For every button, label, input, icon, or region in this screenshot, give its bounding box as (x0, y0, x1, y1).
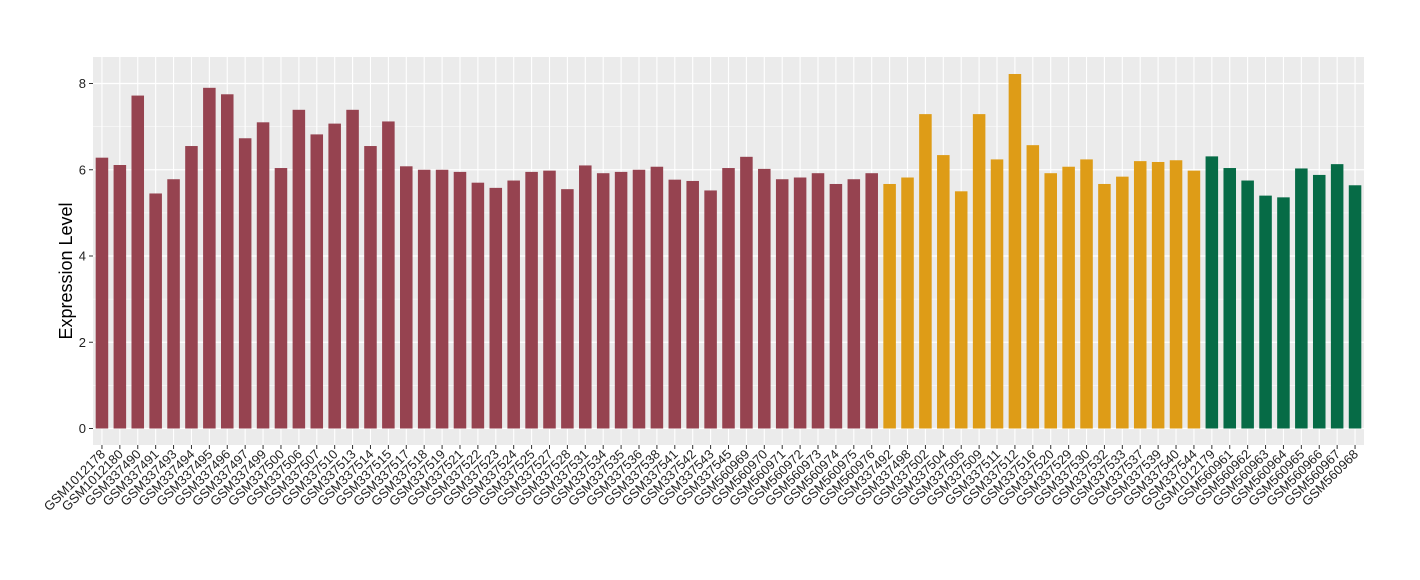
bar-GSM337542 (686, 180, 699, 429)
bar-GSM337528 (561, 189, 574, 429)
y-tick-label: 4 (79, 249, 86, 264)
bar-GSM560969 (740, 156, 753, 429)
bar-GSM337534 (596, 173, 610, 429)
bar-GSM337533 (1116, 176, 1129, 429)
bar-GSM337535 (614, 171, 628, 429)
y-axis: 0 2 4 6 8 (79, 76, 93, 436)
bar-GSM560961 (1223, 168, 1237, 429)
bar-GSM337511 (990, 159, 1004, 429)
bar-GSM560974 (829, 183, 843, 429)
bar-GSM337507 (310, 134, 324, 429)
bar-GSM560965 (1295, 168, 1308, 429)
y-tick-label: 8 (79, 76, 86, 91)
bar-GSM337491 (149, 193, 162, 429)
bar-GSM337538 (650, 166, 664, 429)
bar-GSM337499 (256, 122, 270, 429)
bar-GSM337521 (453, 171, 467, 429)
bar-GSM337531 (579, 165, 592, 429)
bar-GSM560966 (1312, 174, 1326, 429)
y-axis-title: Expression Level (56, 202, 76, 339)
bar-GSM1012180 (113, 165, 127, 429)
bar-GSM1012178 (95, 157, 109, 429)
bar-GSM560964 (1277, 197, 1290, 429)
bar-GSM337500 (274, 168, 288, 429)
bar-GSM337532 (1098, 183, 1111, 429)
bar-GSM560971 (775, 179, 789, 429)
bar-GSM1012179 (1205, 156, 1219, 429)
bar-GSM337537 (1133, 161, 1147, 429)
bar-GSM337540 (1169, 160, 1183, 429)
bar-GSM337502 (919, 114, 932, 429)
bar-GSM560963 (1259, 195, 1272, 429)
bar-GSM337515 (382, 121, 395, 429)
bar-GSM337513 (346, 109, 359, 429)
bar-GSM337498 (901, 177, 914, 429)
bar-GSM337527 (543, 170, 556, 429)
bar-GSM560962 (1241, 180, 1254, 429)
bar-GSM337520 (1044, 173, 1057, 429)
bar-GSM560975 (847, 179, 861, 429)
bar-GSM337517 (400, 166, 413, 429)
bar-GSM560967 (1330, 164, 1344, 429)
bar-GSM337522 (471, 182, 485, 429)
bar-GSM337524 (507, 180, 520, 429)
bar-GSM337536 (632, 169, 646, 429)
bar-GSM337506 (292, 109, 306, 429)
bar-GSM337525 (525, 171, 538, 429)
bar-GSM337530 (1080, 159, 1093, 429)
bar-GSM337510 (328, 123, 341, 429)
bar-GSM560970 (758, 168, 771, 429)
bars (95, 74, 1362, 429)
bar-GSM337518 (417, 169, 431, 429)
y-tick-label: 2 (79, 335, 86, 350)
bar-GSM337509 (972, 114, 986, 429)
bar-GSM337494 (185, 146, 198, 429)
y-tick-label: 0 (79, 421, 86, 436)
x-axis: GSM1012178GSM1012180GSM337490GSM337491GS… (41, 445, 1361, 514)
bar-GSM337497 (238, 138, 252, 429)
bar-GSM337504 (937, 155, 950, 429)
bar-GSM337493 (167, 179, 180, 429)
bar-GSM337523 (489, 187, 503, 429)
bar-GSM337519 (435, 169, 449, 429)
bar-GSM560973 (811, 173, 825, 429)
bar-GSM337505 (954, 191, 968, 429)
bar-GSM337495 (203, 87, 216, 429)
bar-GSM337544 (1187, 170, 1201, 429)
bar-GSM560972 (793, 177, 807, 429)
bar-GSM337529 (1062, 166, 1075, 429)
bar-GSM337541 (668, 179, 682, 429)
bar-GSM560968 (1348, 185, 1362, 429)
bar-GSM337496 (220, 94, 234, 429)
bar-GSM337545 (722, 168, 735, 429)
bar-GSM337492 (883, 183, 896, 429)
bar-GSM337516 (1026, 145, 1040, 429)
bar-GSM560976 (865, 173, 878, 429)
bar-GSM337539 (1151, 161, 1165, 429)
y-tick-label: 6 (79, 162, 86, 177)
bar-GSM337512 (1008, 74, 1022, 429)
bar-GSM337543 (704, 190, 717, 429)
bar-GSM337490 (131, 95, 145, 429)
bar-GSM337514 (364, 146, 377, 429)
